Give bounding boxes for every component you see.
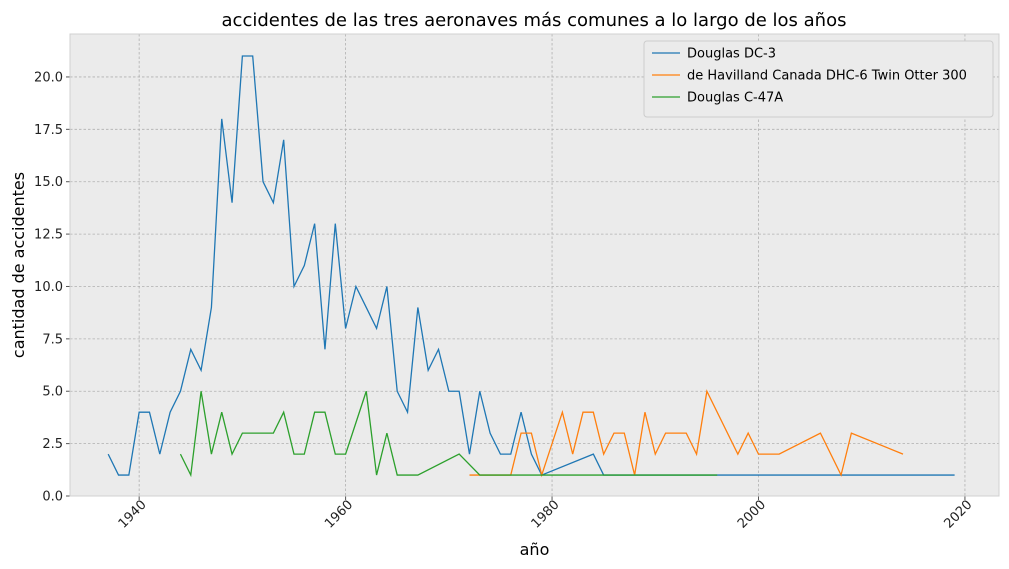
x-tick-label: 2020 xyxy=(941,498,975,532)
y-tick-label: 7.5 xyxy=(42,332,63,347)
series-group xyxy=(107,55,955,478)
y-tick-label: 0.0 xyxy=(42,490,63,505)
y-tick-label: 20.0 xyxy=(34,70,63,85)
y-tick-label: 5.0 xyxy=(42,385,63,400)
y-tick-label: 12.5 xyxy=(34,228,63,243)
x-tick-label: 2000 xyxy=(735,498,769,532)
x-tick-label: 1980 xyxy=(529,498,563,532)
chart-title: accidentes de las tres aeronaves más com… xyxy=(222,10,847,31)
y-tick-label: 15.0 xyxy=(34,175,63,190)
x-tick-label: 1960 xyxy=(322,498,356,532)
y-axis-label: cantidad de accidentes xyxy=(9,172,28,358)
legend: Douglas DC-3 de Havilland Canada DHC-6 Tw… xyxy=(643,40,994,118)
legend-label: Douglas C-47A xyxy=(687,91,783,106)
y-tick-label: 2.5 xyxy=(42,437,63,452)
x-tick-label: 1940 xyxy=(116,498,150,532)
y-tick-label: 10.0 xyxy=(34,280,63,295)
x-axis-label: año xyxy=(520,540,550,559)
series-line-3 xyxy=(179,391,718,478)
legend-box xyxy=(643,40,994,118)
y-tick-label: 17.5 xyxy=(34,123,63,138)
legend-label: Douglas DC-3 xyxy=(687,47,776,62)
series-line-2 xyxy=(469,389,904,478)
series-line-1 xyxy=(107,55,955,476)
legend-label: de Havilland Canada DHC-6 Twin Otter 300 xyxy=(687,69,967,84)
plot-frame xyxy=(69,33,1000,497)
